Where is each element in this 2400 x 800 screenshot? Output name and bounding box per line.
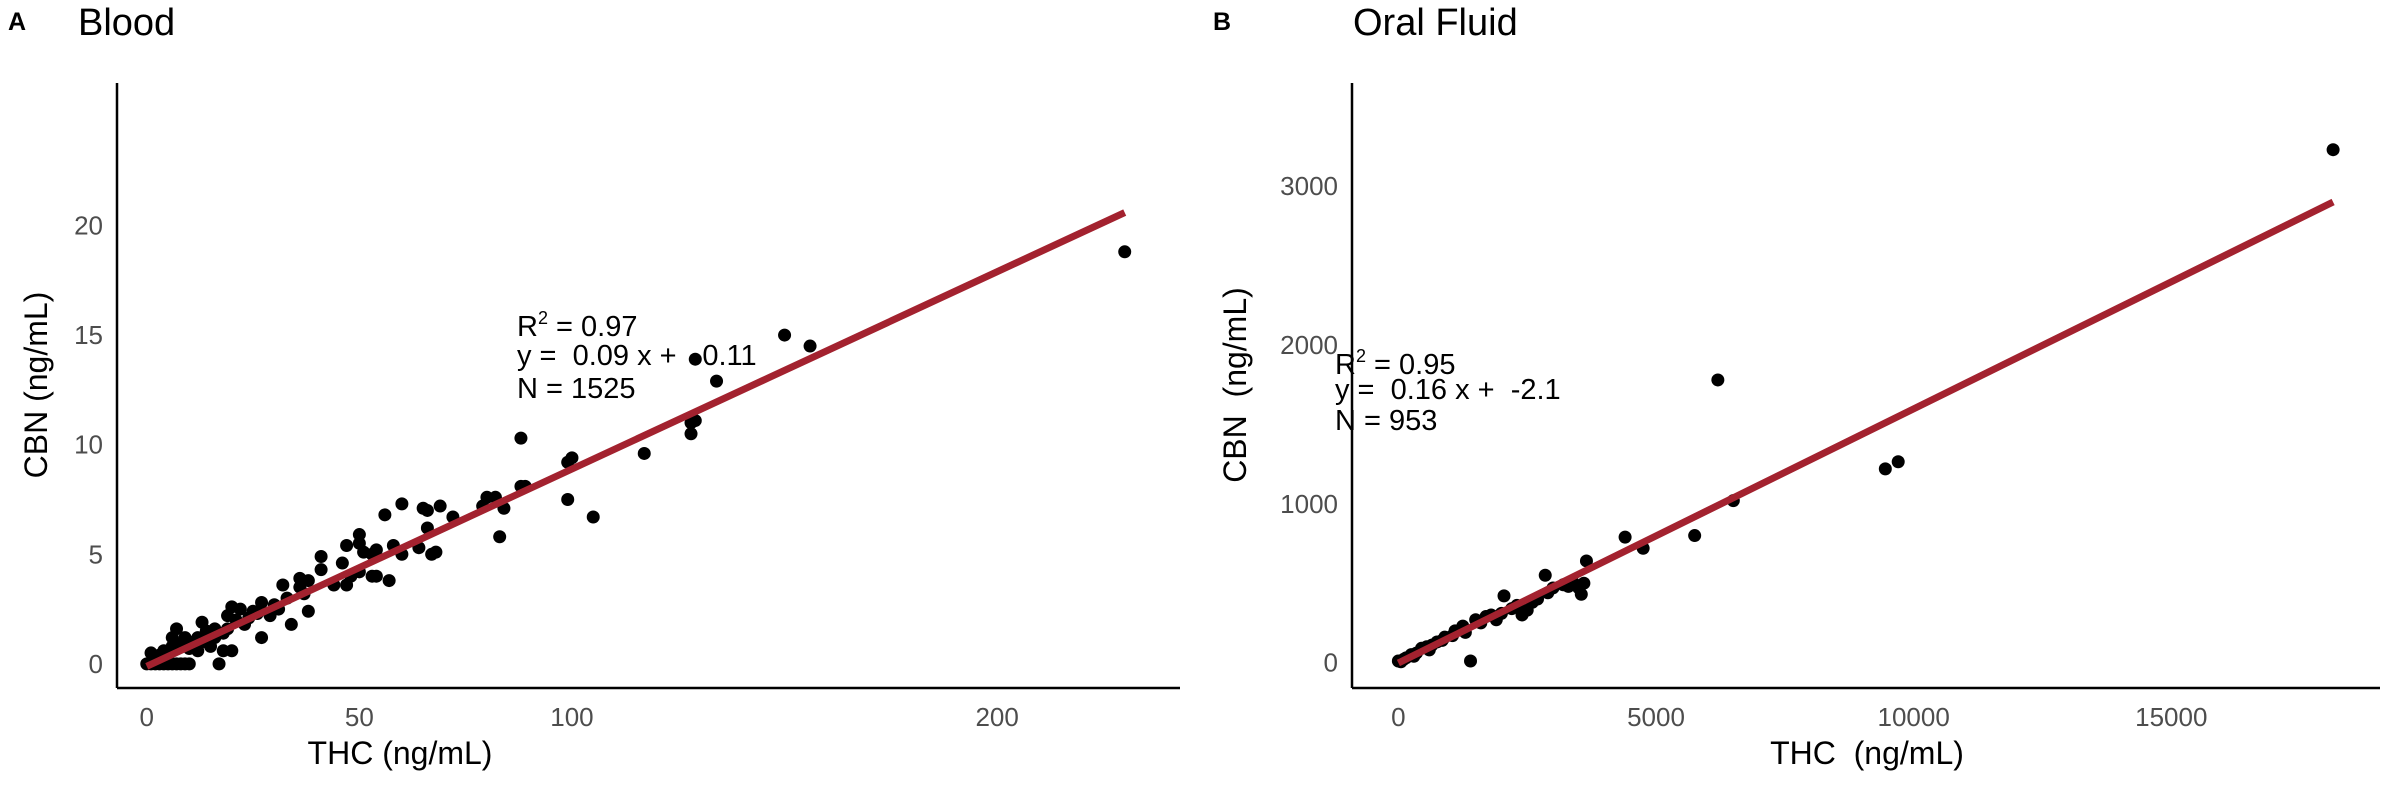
- data-point: [255, 631, 269, 645]
- r2-value: = 0.95: [1366, 349, 1456, 381]
- data-point: [429, 545, 443, 559]
- panel-oral-fluid: B Oral Fluid THC (ng/mL) CBN (ng/mL) 0 50…: [1213, 2, 2380, 771]
- data-point: [378, 508, 392, 522]
- data-point: [276, 578, 290, 592]
- data-point: [314, 549, 328, 563]
- data-point: [514, 431, 528, 445]
- y-axis-label: CBN (ng/mL): [1217, 287, 1253, 483]
- data-point: [395, 497, 409, 511]
- x-axis-label: THC (ng/mL): [1770, 735, 1964, 771]
- data-point: [561, 455, 575, 469]
- data-point: [382, 574, 396, 588]
- data-point: [420, 503, 434, 517]
- fit-line-group: [1396, 198, 2335, 667]
- r-squared-annotation: R2 = 0.97: [517, 308, 637, 343]
- data-point: [216, 644, 230, 658]
- data-point: [2326, 143, 2340, 157]
- x-tick-label: 50: [345, 702, 374, 732]
- y-tick-label: 2000: [1280, 330, 1338, 360]
- data-point: [688, 414, 702, 428]
- data-point: [314, 563, 328, 577]
- data-point: [586, 510, 600, 524]
- y-axis-label: CBN (ng/mL): [18, 292, 54, 479]
- data-point: [1538, 568, 1552, 582]
- n-annotation: N = 953: [1335, 405, 1437, 437]
- data-point: [1515, 608, 1529, 622]
- panel-blood: A Blood THC (ng/mL) CBN (ng/mL) 0 50 100 20…: [8, 2, 1180, 771]
- chart-title: Blood: [78, 2, 175, 44]
- y-tick-label: 5: [89, 539, 103, 569]
- regression-line: [1396, 198, 2335, 667]
- y-tick-label: 0: [89, 649, 103, 679]
- data-point: [255, 596, 269, 610]
- data-point: [803, 339, 817, 353]
- panel-label: B: [1213, 8, 1231, 36]
- y-tick-label: 10: [74, 430, 103, 460]
- regression-line: [145, 209, 1127, 670]
- r2-label: R: [1335, 349, 1356, 381]
- y-tick-label: 3000: [1280, 171, 1338, 201]
- r2-superscript: 2: [1356, 346, 1366, 366]
- data-point: [637, 446, 651, 460]
- x-tick-label: 200: [975, 702, 1018, 732]
- data-point: [1878, 462, 1892, 476]
- data-point: [1497, 589, 1511, 603]
- r-squared-annotation: R2 = 0.95: [1335, 346, 1455, 381]
- chart-title: Oral Fluid: [1353, 2, 1518, 44]
- data-point: [301, 604, 315, 618]
- data-point: [710, 374, 724, 388]
- fit-line-group: [145, 209, 1127, 670]
- data-point: [1579, 554, 1593, 568]
- data-point: [1118, 245, 1132, 259]
- x-tick-label: 5000: [1627, 702, 1685, 732]
- points: [140, 245, 1132, 671]
- ticks: 0 5000 10000 15000 0 1000 2000 3000: [1280, 83, 2380, 732]
- y-tick-label: 15: [74, 320, 103, 350]
- data-point: [1688, 529, 1702, 543]
- r2-label: R: [517, 311, 538, 343]
- equation-annotation: y = 0.09 x + -0.11: [517, 340, 757, 372]
- data-point: [284, 617, 298, 631]
- n-annotation: N = 1525: [517, 373, 636, 405]
- y-tick-label: 20: [74, 210, 103, 240]
- x-tick-label: 0: [140, 702, 154, 732]
- data-point: [684, 427, 698, 441]
- x-tick-label: 10000: [1878, 702, 1950, 732]
- x-tick-label: 0: [1391, 702, 1405, 732]
- data-point: [1891, 455, 1905, 469]
- x-tick-label: 15000: [2135, 702, 2207, 732]
- data-point: [182, 657, 196, 671]
- y-tick-label: 1000: [1280, 489, 1338, 519]
- r2-superscript: 2: [538, 308, 548, 328]
- data-point: [561, 492, 575, 506]
- data-point: [688, 352, 702, 366]
- data-point: [1618, 530, 1632, 544]
- data-point: [1711, 373, 1725, 387]
- x-axis-label: THC (ng/mL): [308, 735, 493, 771]
- equation-annotation: y = 0.16 x + -2.1: [1335, 374, 1561, 406]
- data-point: [369, 569, 383, 583]
- data-point: [778, 328, 792, 342]
- y-tick-label: 0: [1324, 648, 1338, 678]
- x-tick-label: 100: [550, 702, 593, 732]
- data-point: [493, 530, 507, 544]
- data-point: [433, 499, 447, 513]
- data-point: [1464, 654, 1478, 668]
- r2-value: = 0.97: [548, 311, 638, 343]
- panel-label: A: [8, 8, 26, 36]
- ticks: 0 50 100 200 0 5 10 15 20: [74, 83, 1180, 732]
- data-point: [340, 539, 354, 553]
- data-point: [212, 657, 226, 671]
- data-point: [335, 556, 349, 570]
